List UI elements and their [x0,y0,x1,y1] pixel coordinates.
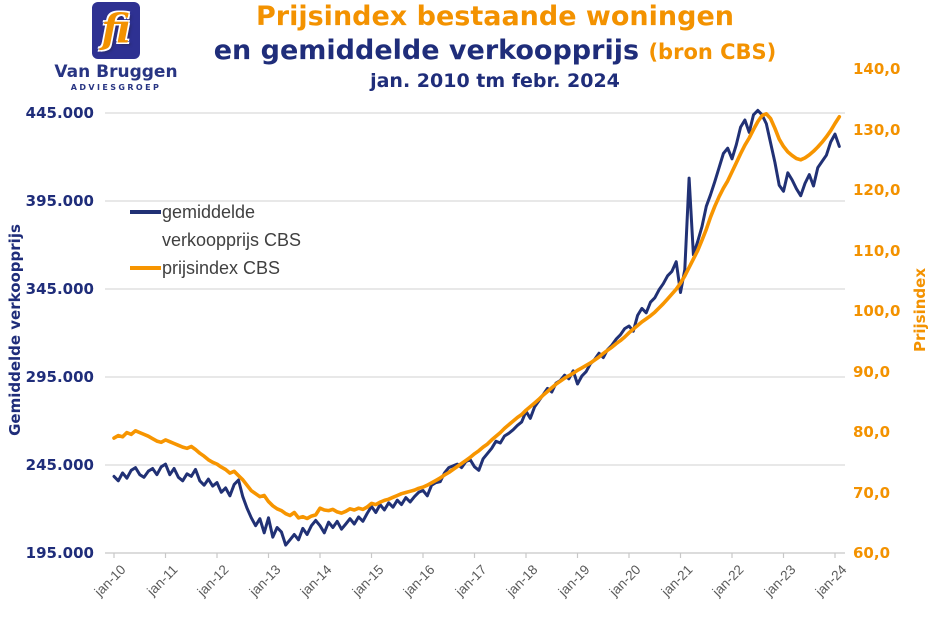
chart-title-source: (bron CBS) [648,40,777,64]
left-axis-tick-label: 395.000 [25,192,94,210]
legend-line-sample-blue [130,210,161,214]
legend-item-verkoopprijs: gemiddelde [130,198,301,226]
legend: gemiddelde verkoopprijs CBS prijsindex C… [130,198,301,282]
right-axis-tick-label: 70,0 [853,483,891,502]
right-axis-tick-label: 110,0 [853,241,901,260]
right-axis-tick-label: 100,0 [853,302,901,320]
chart-title-block: Prijsindex bestaande woningen en gemidde… [150,0,840,94]
legend-item-verkoopprijs-line2: verkoopprijs CBS [130,226,301,254]
legend-label-prijsindex: prijsindex CBS [162,258,281,278]
left-axis-tick-label: 345.000 [25,280,94,298]
series-line-verkoopprijs [112,108,841,547]
logo-fi-glyph: fi [101,4,131,52]
van-bruggen-logo: fi Van Bruggen ADVIESGROEP [48,2,184,92]
left-axis-title: Gemiddelde verkoopprijs [6,224,24,436]
legend-label-verkoopprijs-line1: gemiddelde [162,202,256,222]
series-line-prijsindex [112,112,842,521]
chart-title-line1: Prijsindex bestaande woningen [256,1,734,32]
right-axis-tick-label: 90,0 [853,362,891,381]
left-axis-tick-label: 295.000 [25,368,94,386]
legend-label-verkoopprijs-line2: verkoopprijs CBS [162,230,302,250]
right-axis-tick-label: 140,0 [853,60,901,78]
chart-title-line2-main: en gemiddelde verkoopprijs [213,35,640,66]
right-axis-tick-label: 60,0 [853,544,891,562]
chart-subtitle-period: jan. 2010 tm febr. 2024 [370,70,620,92]
left-axis-tick-label: 195.000 [25,544,94,562]
chart-title-line2: en gemiddelde verkoopprijs (bron CBS) [150,34,840,69]
logo-brand-name: Van Bruggen [54,62,178,82]
right-axis-tick-label: 80,0 [853,423,891,441]
right-axis-title: Prijsindex [911,268,929,353]
logo-icon: fi [92,2,140,59]
right-axis-tick-label: 120,0 [853,181,901,199]
logo-brand-subtitle: ADVIESGROEP [70,83,162,92]
left-axis-tick-label: 445.000 [25,104,94,122]
left-axis-tick-label: 245.000 [25,456,94,474]
legend-line-sample-orange [130,266,161,270]
right-axis-tick-label: 130,0 [853,120,901,139]
legend-item-prijsindex: prijsindex CBS [130,254,301,282]
